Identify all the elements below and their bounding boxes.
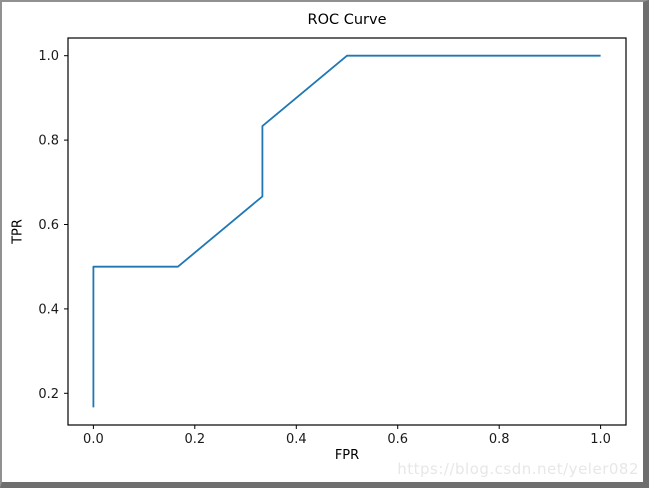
watermark-text: https://blog.csdn.net/yeler082 [397, 460, 639, 478]
svg-text:0.6: 0.6 [38, 218, 59, 233]
y-axis-label: TPR [10, 219, 26, 244]
svg-text:0.6: 0.6 [387, 432, 408, 447]
svg-text:1.0: 1.0 [590, 432, 611, 447]
roc-chart-svg: 0.0 0.2 0.4 0.6 0.8 1.0 0.2 0.4 0.6 0.8 1.0 [38, 37, 627, 447]
svg-text:0.4: 0.4 [38, 302, 59, 317]
x-axis-label: FPR [334, 448, 360, 463]
svg-text:0.0: 0.0 [83, 432, 104, 447]
svg-text:0.4: 0.4 [286, 432, 307, 447]
svg-text:0.2: 0.2 [38, 387, 59, 402]
svg-text:1.0: 1.0 [38, 49, 59, 64]
chart-title: ROC Curve [307, 12, 387, 28]
svg-text:0.2: 0.2 [184, 432, 205, 447]
svg-text:0.8: 0.8 [38, 134, 59, 149]
svg-text:0.8: 0.8 [489, 432, 510, 447]
